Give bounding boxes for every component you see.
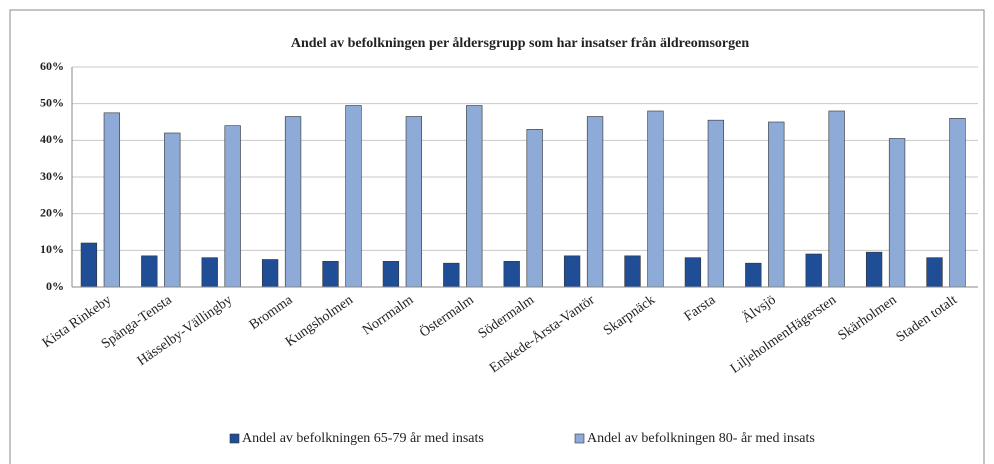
y-tick-label: 60% bbox=[40, 59, 64, 73]
legend-label: Andel av befolkningen 80- år med insats bbox=[587, 431, 815, 446]
bar bbox=[322, 261, 339, 288]
bar bbox=[926, 257, 943, 288]
legend-swatch bbox=[229, 433, 240, 444]
y-tick-label: 10% bbox=[40, 242, 64, 256]
y-tick-label: 40% bbox=[40, 132, 64, 146]
bar bbox=[624, 255, 641, 288]
bar bbox=[141, 255, 158, 288]
chart-title: Andel av befolkningen per åldersgrupp so… bbox=[291, 36, 749, 51]
bar bbox=[261, 259, 279, 288]
y-tick-label: 0% bbox=[46, 279, 64, 293]
bar bbox=[647, 110, 664, 288]
y-tick-label: 20% bbox=[40, 205, 64, 219]
bar bbox=[284, 116, 302, 288]
y-tick-label: 30% bbox=[40, 169, 64, 183]
bar bbox=[466, 105, 483, 288]
bar bbox=[684, 257, 702, 288]
bar bbox=[707, 119, 725, 288]
bar bbox=[103, 112, 121, 288]
bar bbox=[503, 261, 520, 288]
bar bbox=[888, 138, 906, 288]
y-tick-label: 50% bbox=[40, 95, 64, 109]
bar bbox=[382, 261, 400, 288]
bar bbox=[224, 125, 241, 288]
bar bbox=[828, 110, 845, 288]
legend-swatch bbox=[574, 433, 585, 444]
bar bbox=[586, 116, 604, 288]
bar bbox=[805, 253, 822, 288]
bar bbox=[405, 116, 423, 288]
bar bbox=[526, 129, 543, 288]
bar bbox=[745, 262, 762, 288]
bar bbox=[563, 255, 581, 288]
bar bbox=[768, 121, 785, 288]
bar bbox=[443, 262, 460, 288]
legend-label: Andel av befolkningen 65-79 år med insat… bbox=[242, 431, 484, 446]
bar bbox=[80, 242, 98, 288]
bar bbox=[949, 118, 966, 288]
bar bbox=[164, 132, 181, 288]
bar bbox=[201, 257, 218, 288]
bar bbox=[865, 251, 883, 288]
bar bbox=[345, 105, 362, 288]
